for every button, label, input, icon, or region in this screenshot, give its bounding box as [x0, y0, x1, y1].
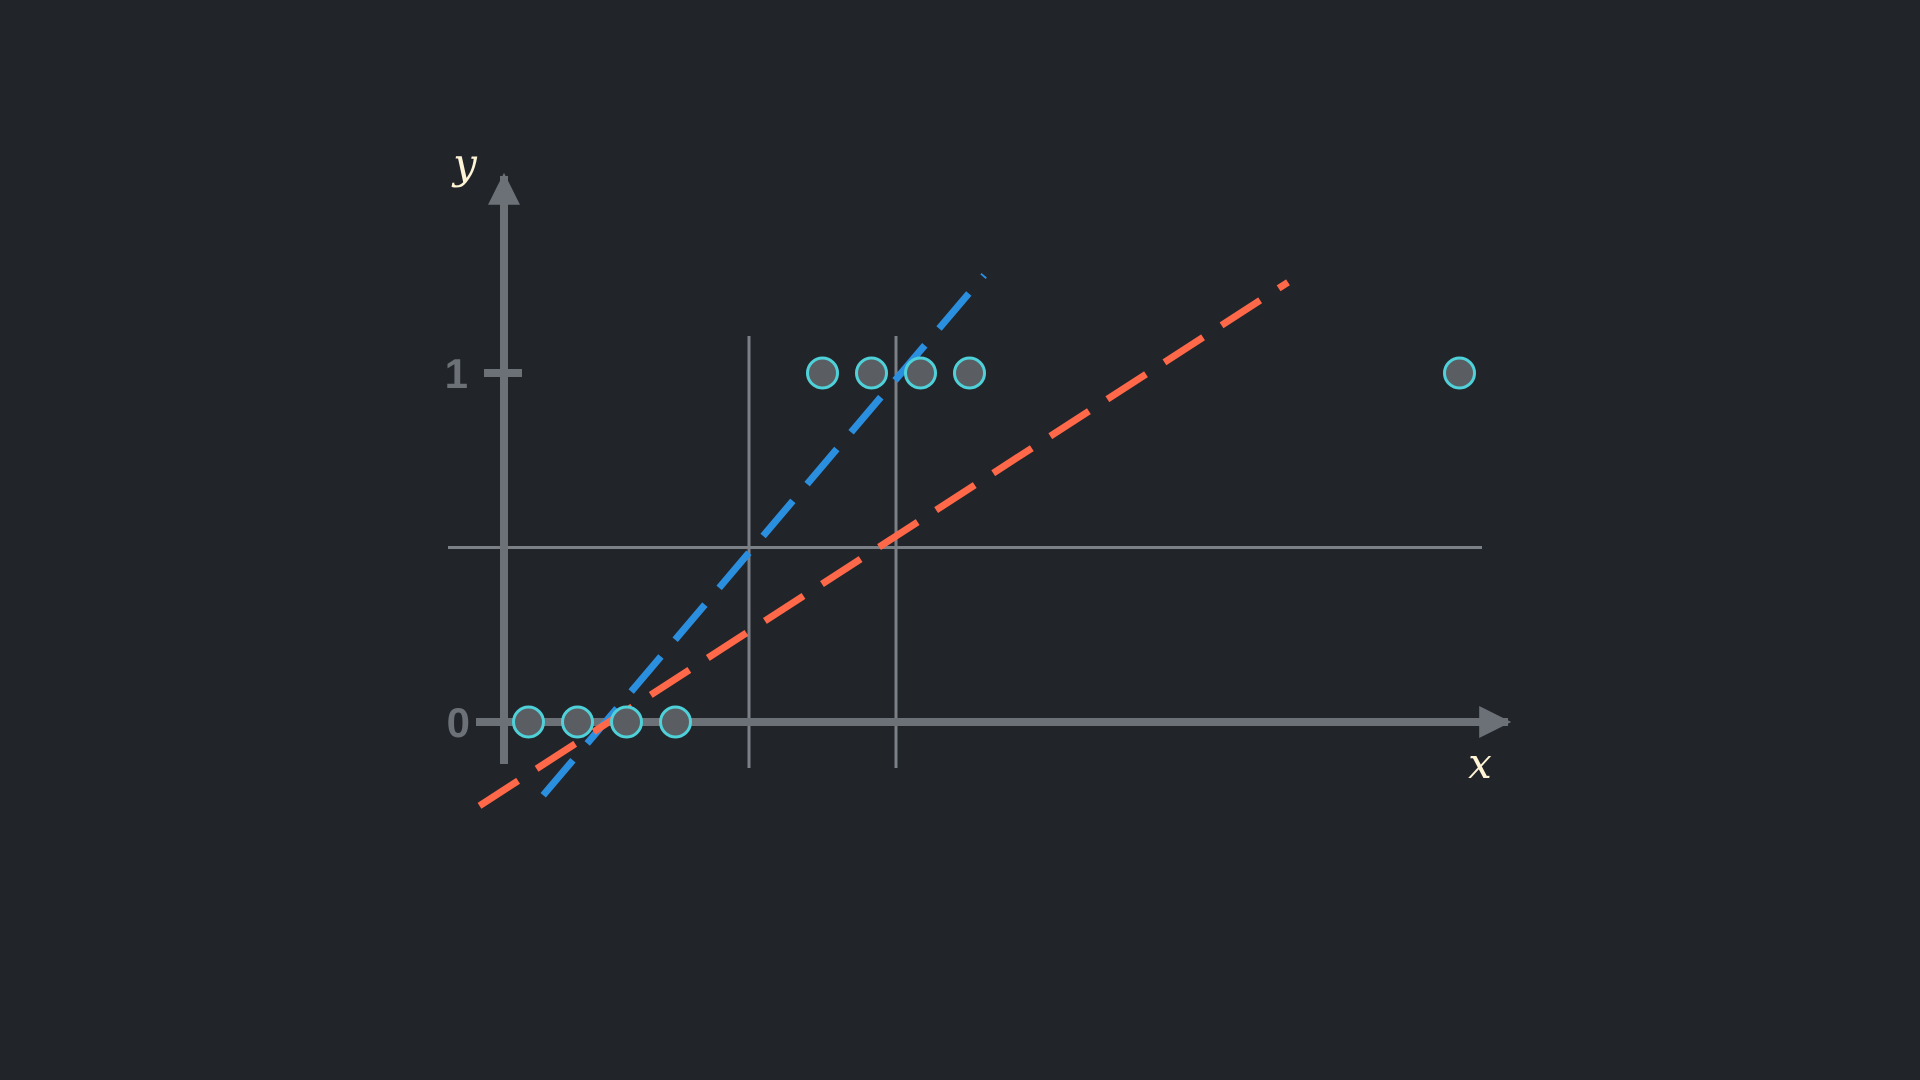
data-point-4: [806, 356, 839, 390]
data-point-2: [610, 705, 643, 739]
y-tick-label-1: 1: [445, 350, 468, 397]
y-axis-label: y: [451, 139, 478, 188]
data-point-3: [659, 705, 692, 739]
dashed-line-1: [477, 279, 1290, 809]
data-point-5: [855, 356, 888, 390]
data-point-0: [512, 705, 545, 739]
data-point-8: [1443, 356, 1476, 390]
dashed-line-0: [540, 273, 987, 798]
data-point-7: [953, 356, 986, 390]
data-point-1: [561, 705, 594, 739]
y-tick-label-0: 0: [447, 699, 470, 746]
data-point-6: [904, 356, 937, 390]
x-axis-label: x: [1468, 739, 1492, 788]
